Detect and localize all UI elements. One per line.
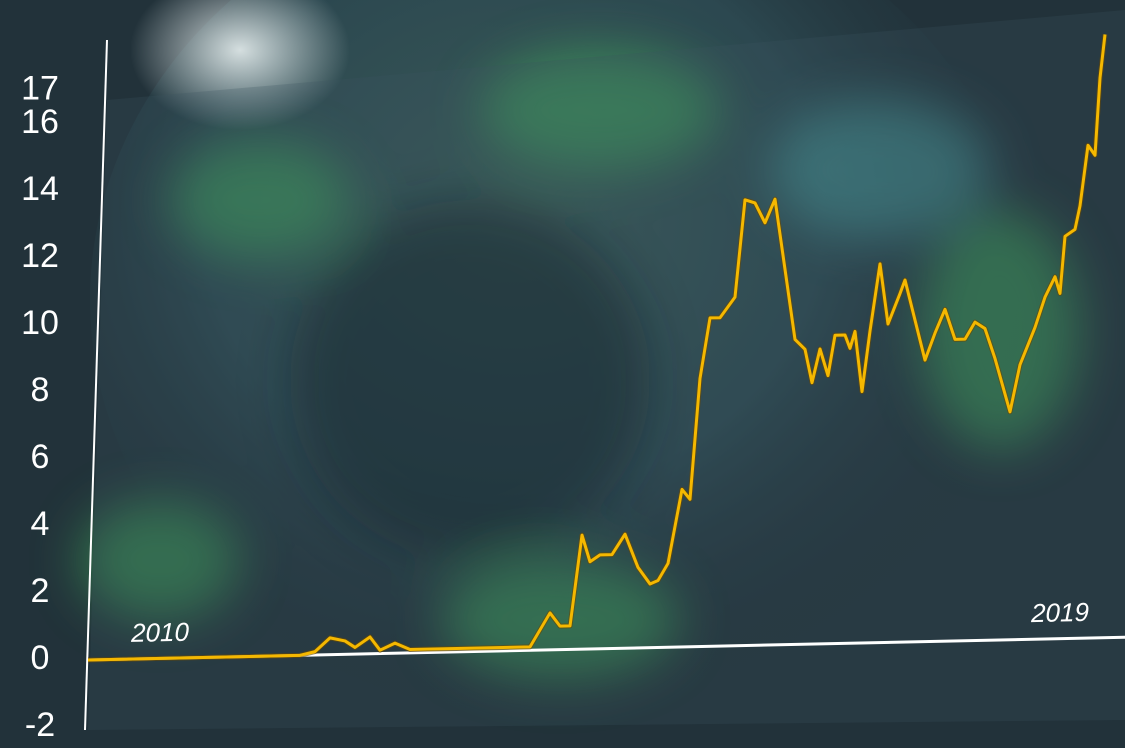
y-tick-label: 0: [31, 639, 50, 677]
y-tick-label: 4: [31, 505, 50, 543]
plot-area: 2010 2019: [88, 34, 1125, 663]
y-tick-label: 12: [21, 237, 59, 275]
y-axis: [84, 39, 108, 731]
x-tick-label: 2010: [130, 617, 189, 648]
y-tick-label: 14: [21, 170, 59, 208]
data-line: [88, 34, 1107, 662]
y-tick-label: 16: [21, 103, 59, 141]
y-tick-label: 2: [31, 572, 50, 610]
y-tick-label: 6: [31, 438, 50, 476]
y-tick-label: -2: [25, 706, 55, 744]
y-tick-label: 8: [31, 371, 50, 409]
y-tick-label: 17: [21, 69, 59, 107]
y-tick-label: 10: [21, 304, 59, 342]
x-tick-label: 2019: [1030, 597, 1089, 628]
